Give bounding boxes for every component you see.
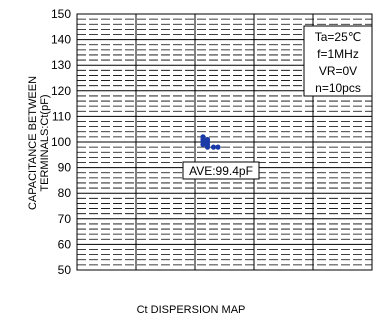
data-point <box>204 144 211 150</box>
condition-vr: VR=0V <box>319 64 357 78</box>
y-tick-label: 110 <box>52 109 71 123</box>
data-points <box>200 134 221 150</box>
data-point <box>200 141 206 148</box>
plot-area-border <box>76 13 373 271</box>
y-tick-label: 120 <box>51 84 71 98</box>
chart-title: Ct DISPERSION MAP <box>136 304 246 316</box>
data-point <box>210 144 217 150</box>
y-axis-label-line1: CAPACITANCE BETWEEN <box>27 76 39 210</box>
average-annotation: AVE:99.4pF <box>182 161 260 180</box>
y-tick-label: 50 <box>58 263 72 277</box>
y-tick-labels: 50 60 70 80 90 100 110 120 130 140 150 <box>51 7 71 277</box>
average-annotation-text: AVE:99.4pF <box>189 164 253 178</box>
conditions-box: Ta=25℃ f=1MHz VR=0V n=10pcs <box>303 25 373 97</box>
y-tick-label: 60 <box>58 237 72 251</box>
conditions-box-frame <box>303 25 373 97</box>
y-tick-label: 130 <box>51 58 71 72</box>
data-point <box>215 144 221 150</box>
y-tick-label: 70 <box>58 212 72 226</box>
y-tick-label: 90 <box>58 161 72 175</box>
condition-sample-count: n=10pcs <box>315 81 361 95</box>
y-tick-label: 80 <box>58 186 72 200</box>
y-tick-label: 150 <box>51 7 71 21</box>
average-annotation-frame <box>182 161 260 180</box>
y-tick-label: 140 <box>51 33 71 47</box>
y-axis-label: CAPACITANCE BETWEEN TERMINALS:Ct(pF) <box>27 76 51 210</box>
condition-ta: Ta=25℃ <box>315 30 362 44</box>
y-axis-label-line2: TERMINALS:Ct(pF) <box>39 94 51 191</box>
condition-frequency: f=1MHz <box>317 47 359 61</box>
y-tick-label: 100 <box>51 135 71 149</box>
